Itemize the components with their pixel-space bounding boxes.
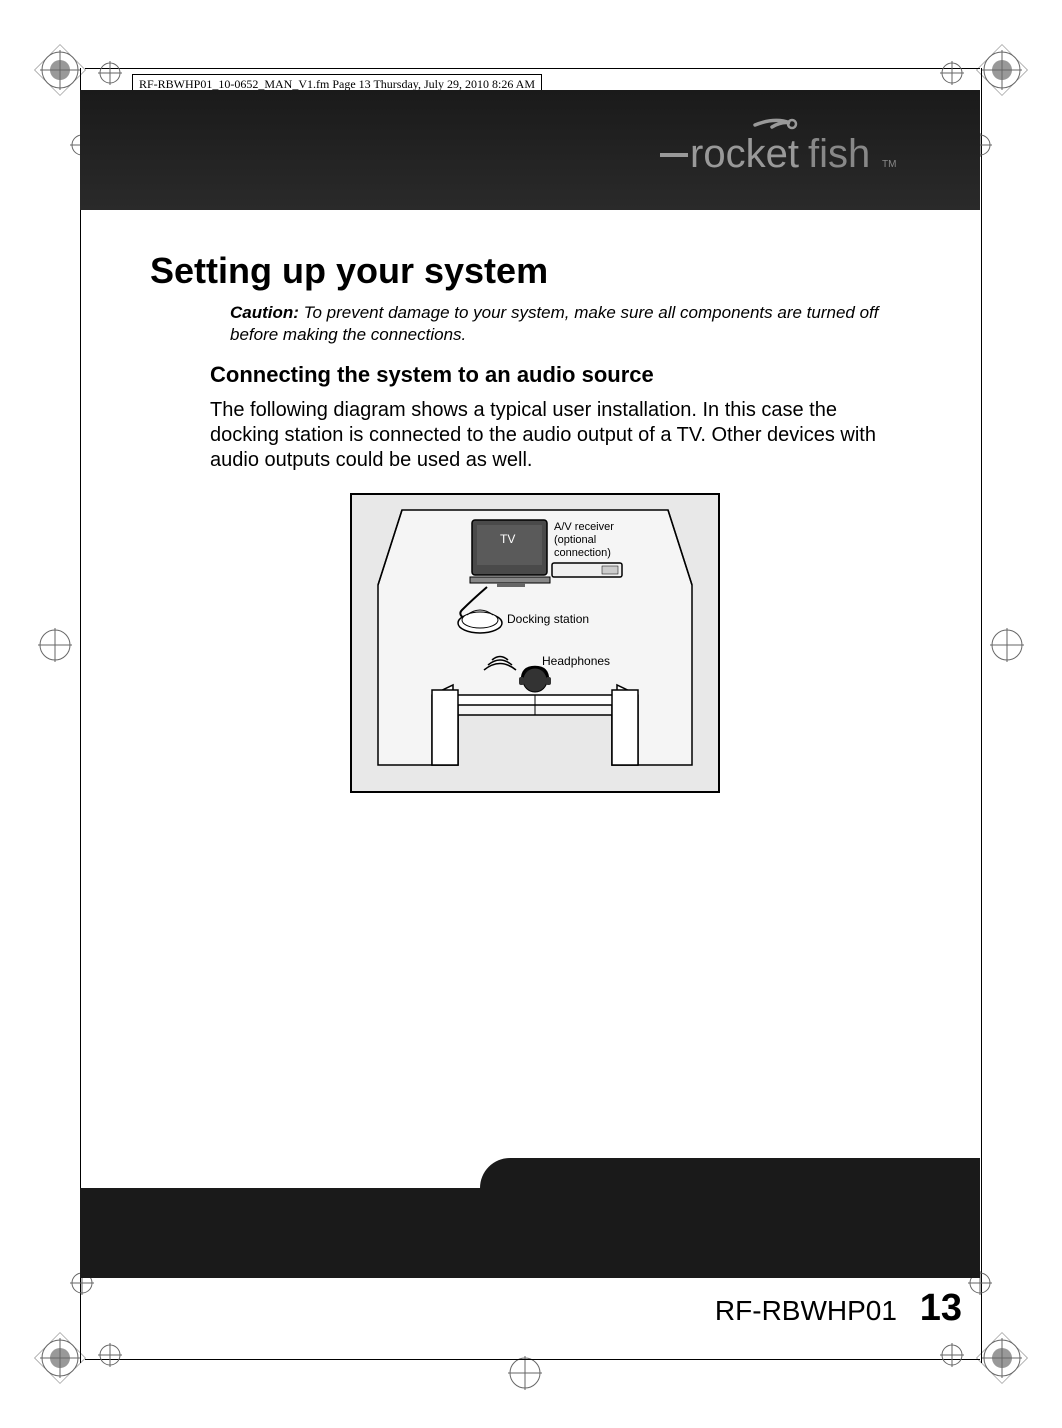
- rocketfish-logo: rocket fish TM: [660, 113, 920, 188]
- docking-label: Docking station: [507, 612, 589, 626]
- installation-diagram: TV A/V receiver (optional connection): [350, 493, 720, 793]
- main-heading: Setting up your system: [150, 250, 890, 292]
- caution-body: To prevent damage to your system, make s…: [230, 303, 879, 344]
- guide-line-bottom: [85, 1359, 980, 1360]
- crop-circle-inner-bl: [95, 1340, 125, 1370]
- svg-text:rocket: rocket: [690, 132, 799, 176]
- footer-bar: [80, 1188, 980, 1278]
- svg-text:fish: fish: [808, 132, 870, 176]
- crop-circle-inner-br: [937, 1340, 967, 1370]
- content-area: Setting up your system Caution: To preve…: [150, 250, 890, 793]
- headphones-label: Headphones: [542, 654, 610, 668]
- crop-mark-left-mid: [30, 620, 80, 670]
- brand-header-bar: rocket fish TM: [80, 90, 980, 210]
- guide-line-top: [85, 68, 980, 69]
- crop-circle-inner-tl: [95, 58, 125, 88]
- receiver-label-3: connection): [554, 547, 611, 559]
- guide-line-right: [981, 68, 982, 1363]
- guide-line-left: [80, 68, 81, 1363]
- svg-text:TM: TM: [882, 159, 896, 170]
- page-number: 13: [920, 1287, 962, 1329]
- caution-label: Caution:: [230, 303, 299, 322]
- crop-mark-right-mid: [982, 620, 1032, 670]
- crop-mark-bottom-left: [30, 1328, 90, 1388]
- crop-mark-bottom-mid: [500, 1348, 550, 1398]
- footer-text: RF-RBWHP01 13: [715, 1287, 962, 1330]
- crop-circle-inner-tr: [937, 58, 967, 88]
- sub-heading: Connecting the system to an audio source: [210, 362, 890, 388]
- tv-label: TV: [500, 532, 515, 546]
- model-number: RF-RBWHP01: [715, 1295, 897, 1326]
- receiver-label-1: A/V receiver: [554, 521, 614, 533]
- caution-paragraph: Caution: To prevent damage to your syste…: [230, 302, 890, 346]
- receiver-label-2: (optional: [554, 534, 596, 546]
- footer-curve: [480, 1158, 980, 1188]
- body-paragraph: The following diagram shows a typical us…: [210, 398, 890, 473]
